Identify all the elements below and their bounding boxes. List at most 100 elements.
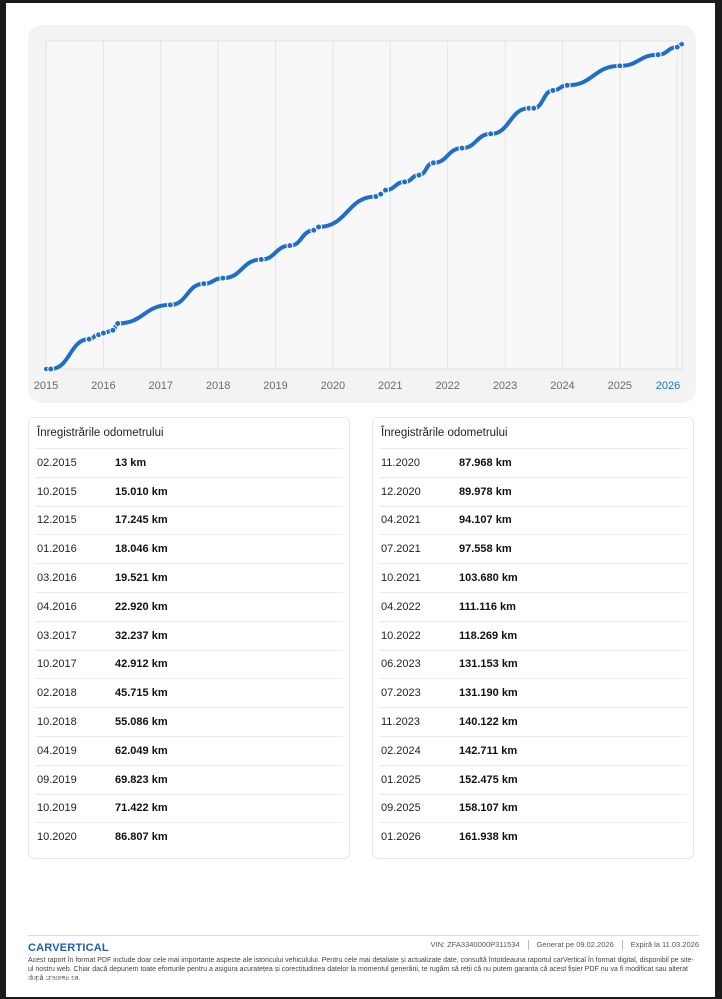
odometer-point xyxy=(401,178,409,186)
odometer-point xyxy=(616,62,624,70)
record-date: 09.2025 xyxy=(381,802,421,815)
table-row: 01.2025 152.475 km xyxy=(379,764,687,794)
table-title: Înregistrările odometrului xyxy=(37,427,164,439)
record-km: 131.153 km xyxy=(459,658,518,671)
table-row: 04.2021 94.107 km xyxy=(379,505,687,535)
record-date: 06.2023 xyxy=(381,658,421,671)
record-date: 01.2026 xyxy=(381,831,421,844)
disclaimer-text: Acest raport în format PDF include doar … xyxy=(28,957,694,982)
table-row: 10.2017 42.912 km xyxy=(35,649,343,679)
record-km: 71.422 km xyxy=(115,802,168,815)
watermark: autovit.ro xyxy=(8,968,82,984)
table-rows: 02.2015 13 km 10.2015 15.010 km 12.2015 17.24… xyxy=(35,448,343,851)
table-row: 03.2016 19.521 km xyxy=(35,563,343,592)
table-row: 10.2021 103.680 km xyxy=(379,563,687,592)
record-km: 15.010 km xyxy=(115,485,168,498)
table-row: 11.2020 87.968 km xyxy=(379,448,687,477)
chart-grid xyxy=(45,40,683,370)
record-km: 152.475 km xyxy=(459,773,518,786)
record-km: 131.190 km xyxy=(459,687,518,700)
odometer-point xyxy=(382,186,390,194)
record-km: 32.237 km xyxy=(115,629,168,642)
x-tick-label: 2018 xyxy=(206,380,230,392)
record-date: 01.2016 xyxy=(37,543,77,556)
report-meta: VIN: ZFA3340000P311534 Generat pe 09.02.… xyxy=(430,940,699,950)
plot-area xyxy=(45,40,683,370)
record-date: 09.2019 xyxy=(37,773,77,786)
odometer-point xyxy=(429,159,437,167)
x-tick-label: 2017 xyxy=(149,380,173,392)
odometer-point xyxy=(109,326,117,334)
odometer-point xyxy=(286,242,294,250)
record-date: 10.2022 xyxy=(381,629,421,642)
odometer-point xyxy=(415,171,423,179)
odometer-table-right: Înregistrările odometrului 11.2020 87.968… xyxy=(372,417,694,859)
record-km: 17.245 km xyxy=(115,514,168,527)
record-km: 89.978 km xyxy=(459,485,512,498)
vin-text: VIN: ZFA3340000P311534 xyxy=(430,940,520,949)
x-tick-label: 2022 xyxy=(435,380,459,392)
record-date: 11.2020 xyxy=(381,456,420,469)
table-row: 02.2024 142.711 km xyxy=(379,735,687,765)
record-date: 10.2017 xyxy=(37,658,77,671)
divider xyxy=(621,940,623,950)
odometer-point xyxy=(99,329,107,337)
odometer-point xyxy=(654,51,662,59)
odometer-chart-svg: 2015 2016 2017 2018 2019 2020 2021 2022 2023 2024… xyxy=(34,40,684,392)
record-date: 12.2015 xyxy=(37,514,77,527)
table-row: 06.2023 131.153 km xyxy=(379,649,687,679)
odometer-point xyxy=(47,365,55,373)
table-row: 02.2018 45.715 km xyxy=(35,678,343,707)
record-date: 04.2016 xyxy=(37,600,77,613)
record-date: 10.2021 xyxy=(381,572,421,585)
table-rows: 11.2020 87.968 km 12.2020 89.978 km 04.2021 9… xyxy=(379,448,687,851)
record-km: 86.807 km xyxy=(115,831,168,844)
record-km: 19.521 km xyxy=(115,572,168,585)
table-row: 07.2021 97.558 km xyxy=(379,534,687,563)
record-date: 03.2016 xyxy=(37,572,77,585)
x-tick-label: 2019 xyxy=(263,380,287,392)
record-km: 62.049 km xyxy=(115,744,168,757)
table-row: 09.2019 69.823 km xyxy=(35,764,343,794)
record-date: 07.2023 xyxy=(381,687,421,700)
record-date: 04.2019 xyxy=(37,744,77,757)
record-km: 161.938 km xyxy=(459,831,518,844)
record-km: 111.116 km xyxy=(459,600,516,613)
table-row: 03.2017 32.237 km xyxy=(35,620,343,650)
table-row: 04.2022 111.116 km xyxy=(379,591,687,621)
table-row: 04.2016 22.920 km xyxy=(35,591,343,621)
record-km: 94.107 km xyxy=(459,514,512,527)
odometer-point xyxy=(85,335,93,343)
record-km: 97.558 km xyxy=(459,543,512,556)
odometer-point xyxy=(315,223,323,231)
expiry-date: Expiră la 11.03.2026 xyxy=(630,940,699,949)
table-row: 01.2026 161.938 km xyxy=(379,822,687,851)
odometer-point xyxy=(458,144,466,152)
record-km: 18.046 km xyxy=(115,543,168,556)
table-row: 04.2019 62.049 km xyxy=(35,735,343,765)
record-date: 02.2015 xyxy=(37,456,77,469)
x-tick-label: 2026 xyxy=(656,380,680,392)
table-row: 10.2015 15.010 km xyxy=(35,476,343,506)
table-row: 07.2023 131.190 km xyxy=(379,678,687,707)
x-tick-label: 2024 xyxy=(550,380,574,392)
record-date: 02.2024 xyxy=(381,744,421,757)
record-date: 10.2015 xyxy=(37,485,77,498)
table-title: Înregistrările odometrului xyxy=(381,427,508,439)
odometer-point xyxy=(114,319,122,327)
odometer-point xyxy=(257,255,265,263)
generated-date: Generat pe 09.02.2026 xyxy=(536,940,614,949)
table-row: 10.2018 55.086 km xyxy=(35,707,343,736)
odometer-point xyxy=(487,130,495,138)
table-row: 11.2023 140.122 km xyxy=(379,707,687,736)
report-footer: CARVERTICAL VIN: ZFA3340000P311534 Gener… xyxy=(28,935,699,982)
table-row: 02.2015 13 km xyxy=(35,448,343,477)
record-km: 13 km xyxy=(115,456,147,469)
table-row: 10.2019 71.422 km xyxy=(35,793,343,823)
record-date: 07.2021 xyxy=(381,543,421,556)
record-date: 12.2020 xyxy=(381,485,421,498)
record-km: 45.715 km xyxy=(115,687,168,700)
table-row: 10.2022 118.269 km xyxy=(379,620,687,650)
odometer-point xyxy=(377,190,385,198)
x-tick-label: 2016 xyxy=(91,380,115,392)
